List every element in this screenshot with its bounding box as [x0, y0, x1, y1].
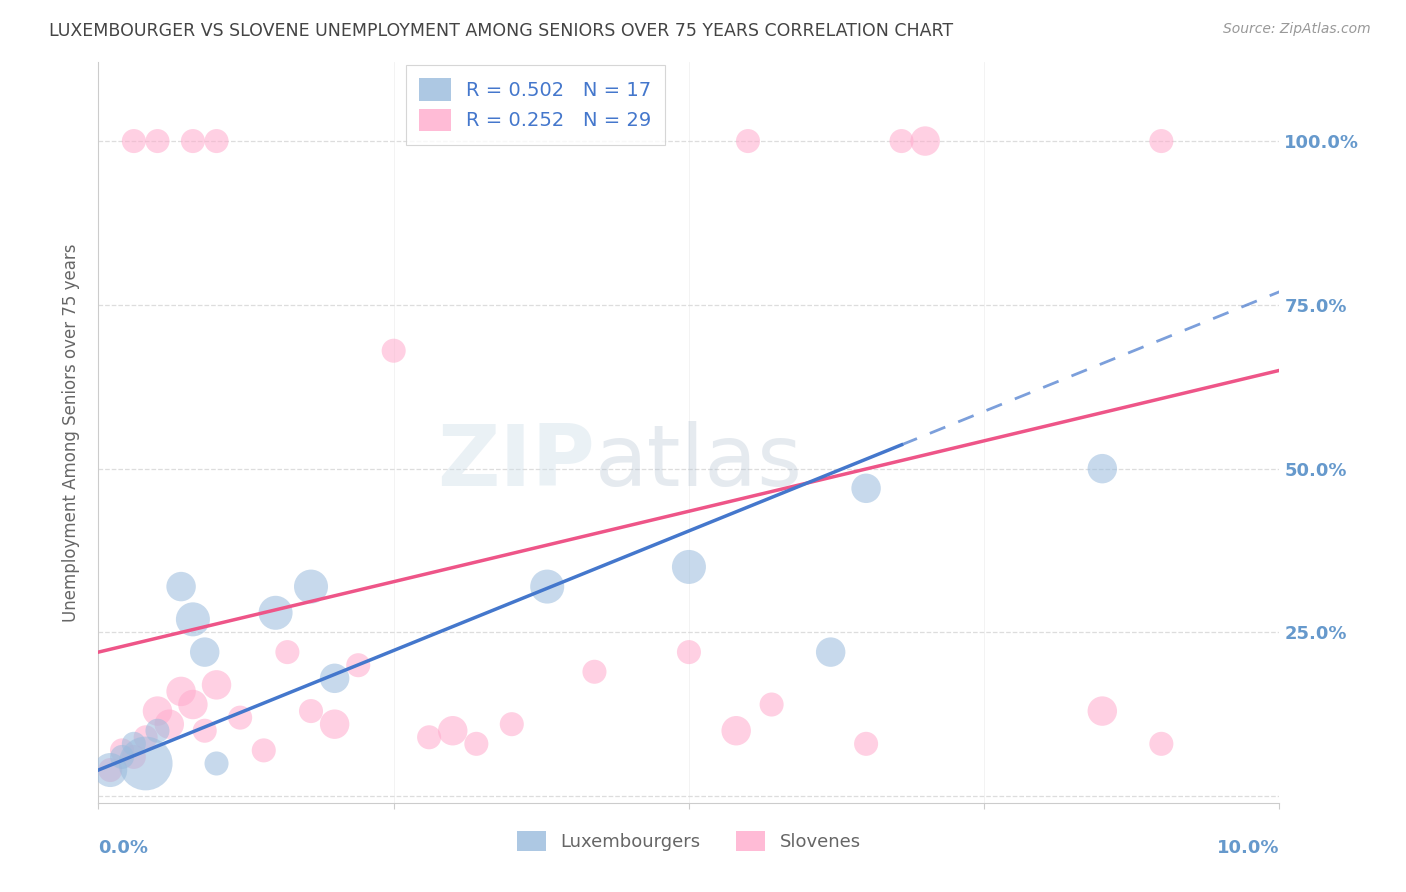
Point	[170, 580, 193, 594]
Text: ZIP: ZIP	[437, 421, 595, 504]
Point	[678, 560, 700, 574]
Point	[170, 684, 193, 698]
Point	[323, 671, 346, 685]
Point	[253, 743, 276, 757]
Point	[157, 717, 180, 731]
Text: 0.0%: 0.0%	[98, 838, 149, 857]
Point	[181, 134, 204, 148]
Point	[465, 737, 488, 751]
Point	[146, 134, 169, 148]
Point	[194, 645, 217, 659]
Point	[1150, 737, 1173, 751]
Point	[229, 711, 252, 725]
Point	[820, 645, 842, 659]
Point	[890, 134, 912, 148]
Point	[194, 723, 217, 738]
Point	[678, 645, 700, 659]
Point	[181, 612, 204, 626]
Point	[1091, 704, 1114, 718]
Point	[583, 665, 606, 679]
Point	[418, 731, 440, 745]
Point	[737, 134, 759, 148]
Point	[205, 678, 228, 692]
Text: atlas: atlas	[595, 421, 803, 504]
Point	[205, 134, 228, 148]
Text: 10.0%: 10.0%	[1218, 838, 1279, 857]
Point	[914, 134, 936, 148]
Point	[441, 723, 464, 738]
Point	[98, 763, 121, 777]
Legend: Luxembourgers, Slovenes: Luxembourgers, Slovenes	[508, 822, 870, 861]
Point	[536, 580, 558, 594]
Point	[135, 756, 157, 771]
Point	[146, 723, 169, 738]
Point	[725, 723, 748, 738]
Point	[382, 343, 405, 358]
Point	[323, 717, 346, 731]
Point	[122, 134, 145, 148]
Point	[855, 481, 877, 495]
Point	[1150, 134, 1173, 148]
Y-axis label: Unemployment Among Seniors over 75 years: Unemployment Among Seniors over 75 years	[62, 244, 80, 622]
Point	[98, 763, 121, 777]
Point	[1091, 461, 1114, 475]
Point	[135, 731, 157, 745]
Point	[276, 645, 298, 659]
Point	[111, 743, 134, 757]
Point	[299, 580, 322, 594]
Point	[501, 717, 523, 731]
Point	[111, 750, 134, 764]
Point	[181, 698, 204, 712]
Text: LUXEMBOURGER VS SLOVENE UNEMPLOYMENT AMONG SENIORS OVER 75 YEARS CORRELATION CHA: LUXEMBOURGER VS SLOVENE UNEMPLOYMENT AMO…	[49, 22, 953, 40]
Point	[146, 704, 169, 718]
Point	[347, 658, 370, 673]
Point	[264, 606, 287, 620]
Point	[761, 698, 783, 712]
Point	[299, 704, 322, 718]
Text: Source: ZipAtlas.com: Source: ZipAtlas.com	[1223, 22, 1371, 37]
Point	[855, 737, 877, 751]
Point	[205, 756, 228, 771]
Point	[122, 750, 145, 764]
Point	[122, 737, 145, 751]
